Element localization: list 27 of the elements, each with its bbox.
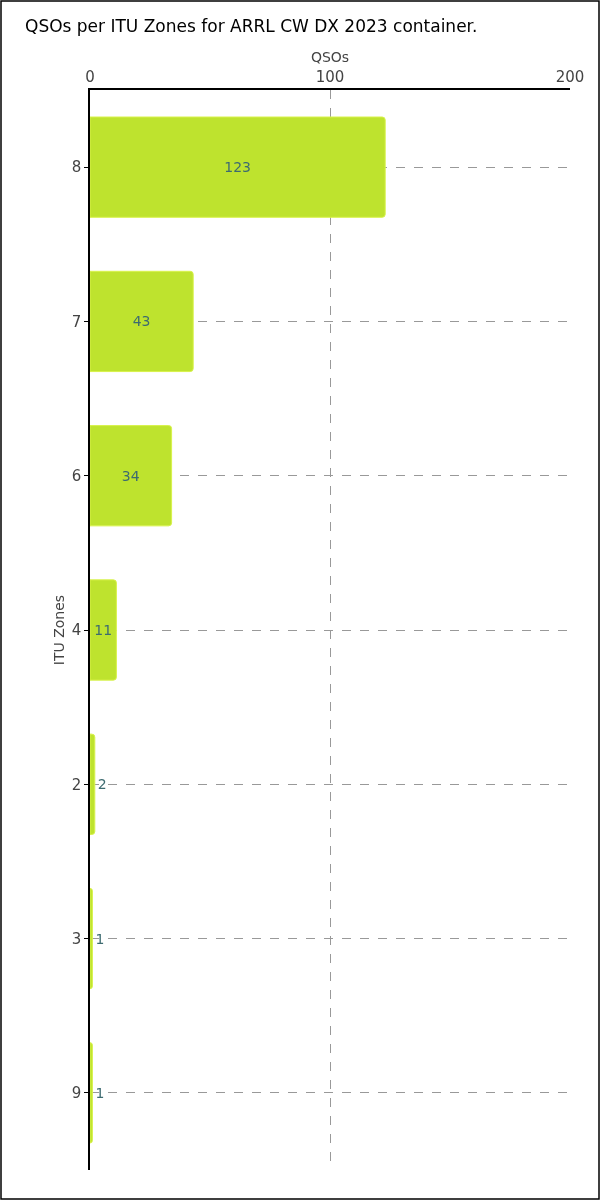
- data-label: 43: [132, 313, 151, 330]
- y-axis-title: ITU Zones: [50, 594, 67, 666]
- y-tick-label: 4: [71, 621, 82, 640]
- x-tick-label: 200: [555, 68, 585, 87]
- data-label: 1: [95, 1084, 105, 1101]
- bar: [90, 270, 194, 373]
- x-tick-label: 0: [85, 68, 95, 87]
- bar: [90, 579, 117, 681]
- data-label: 1: [95, 930, 105, 947]
- bar: [90, 733, 96, 835]
- data-label: 2: [97, 776, 107, 793]
- y-tick-label: 7: [71, 312, 82, 331]
- data-label: 123: [224, 159, 251, 176]
- y-tick-label: 6: [71, 466, 82, 485]
- bar: [90, 887, 93, 990]
- y-tick-label: 8: [71, 158, 82, 177]
- x-tick-label: 100: [315, 68, 345, 87]
- x-axis-title: QSOs: [310, 49, 350, 66]
- chart-title: QSOs per ITU Zones for ARRL CW DX 2023 container.: [25, 15, 478, 36]
- bar: [90, 116, 386, 218]
- data-label: 34: [121, 467, 140, 484]
- y-tick-label: 9: [71, 1084, 82, 1103]
- bar: [90, 425, 173, 527]
- data-label: 11: [94, 622, 113, 638]
- y-tick-label: 3: [71, 929, 82, 948]
- y-tick-label: 2: [71, 775, 82, 794]
- bar: [90, 1042, 93, 1144]
